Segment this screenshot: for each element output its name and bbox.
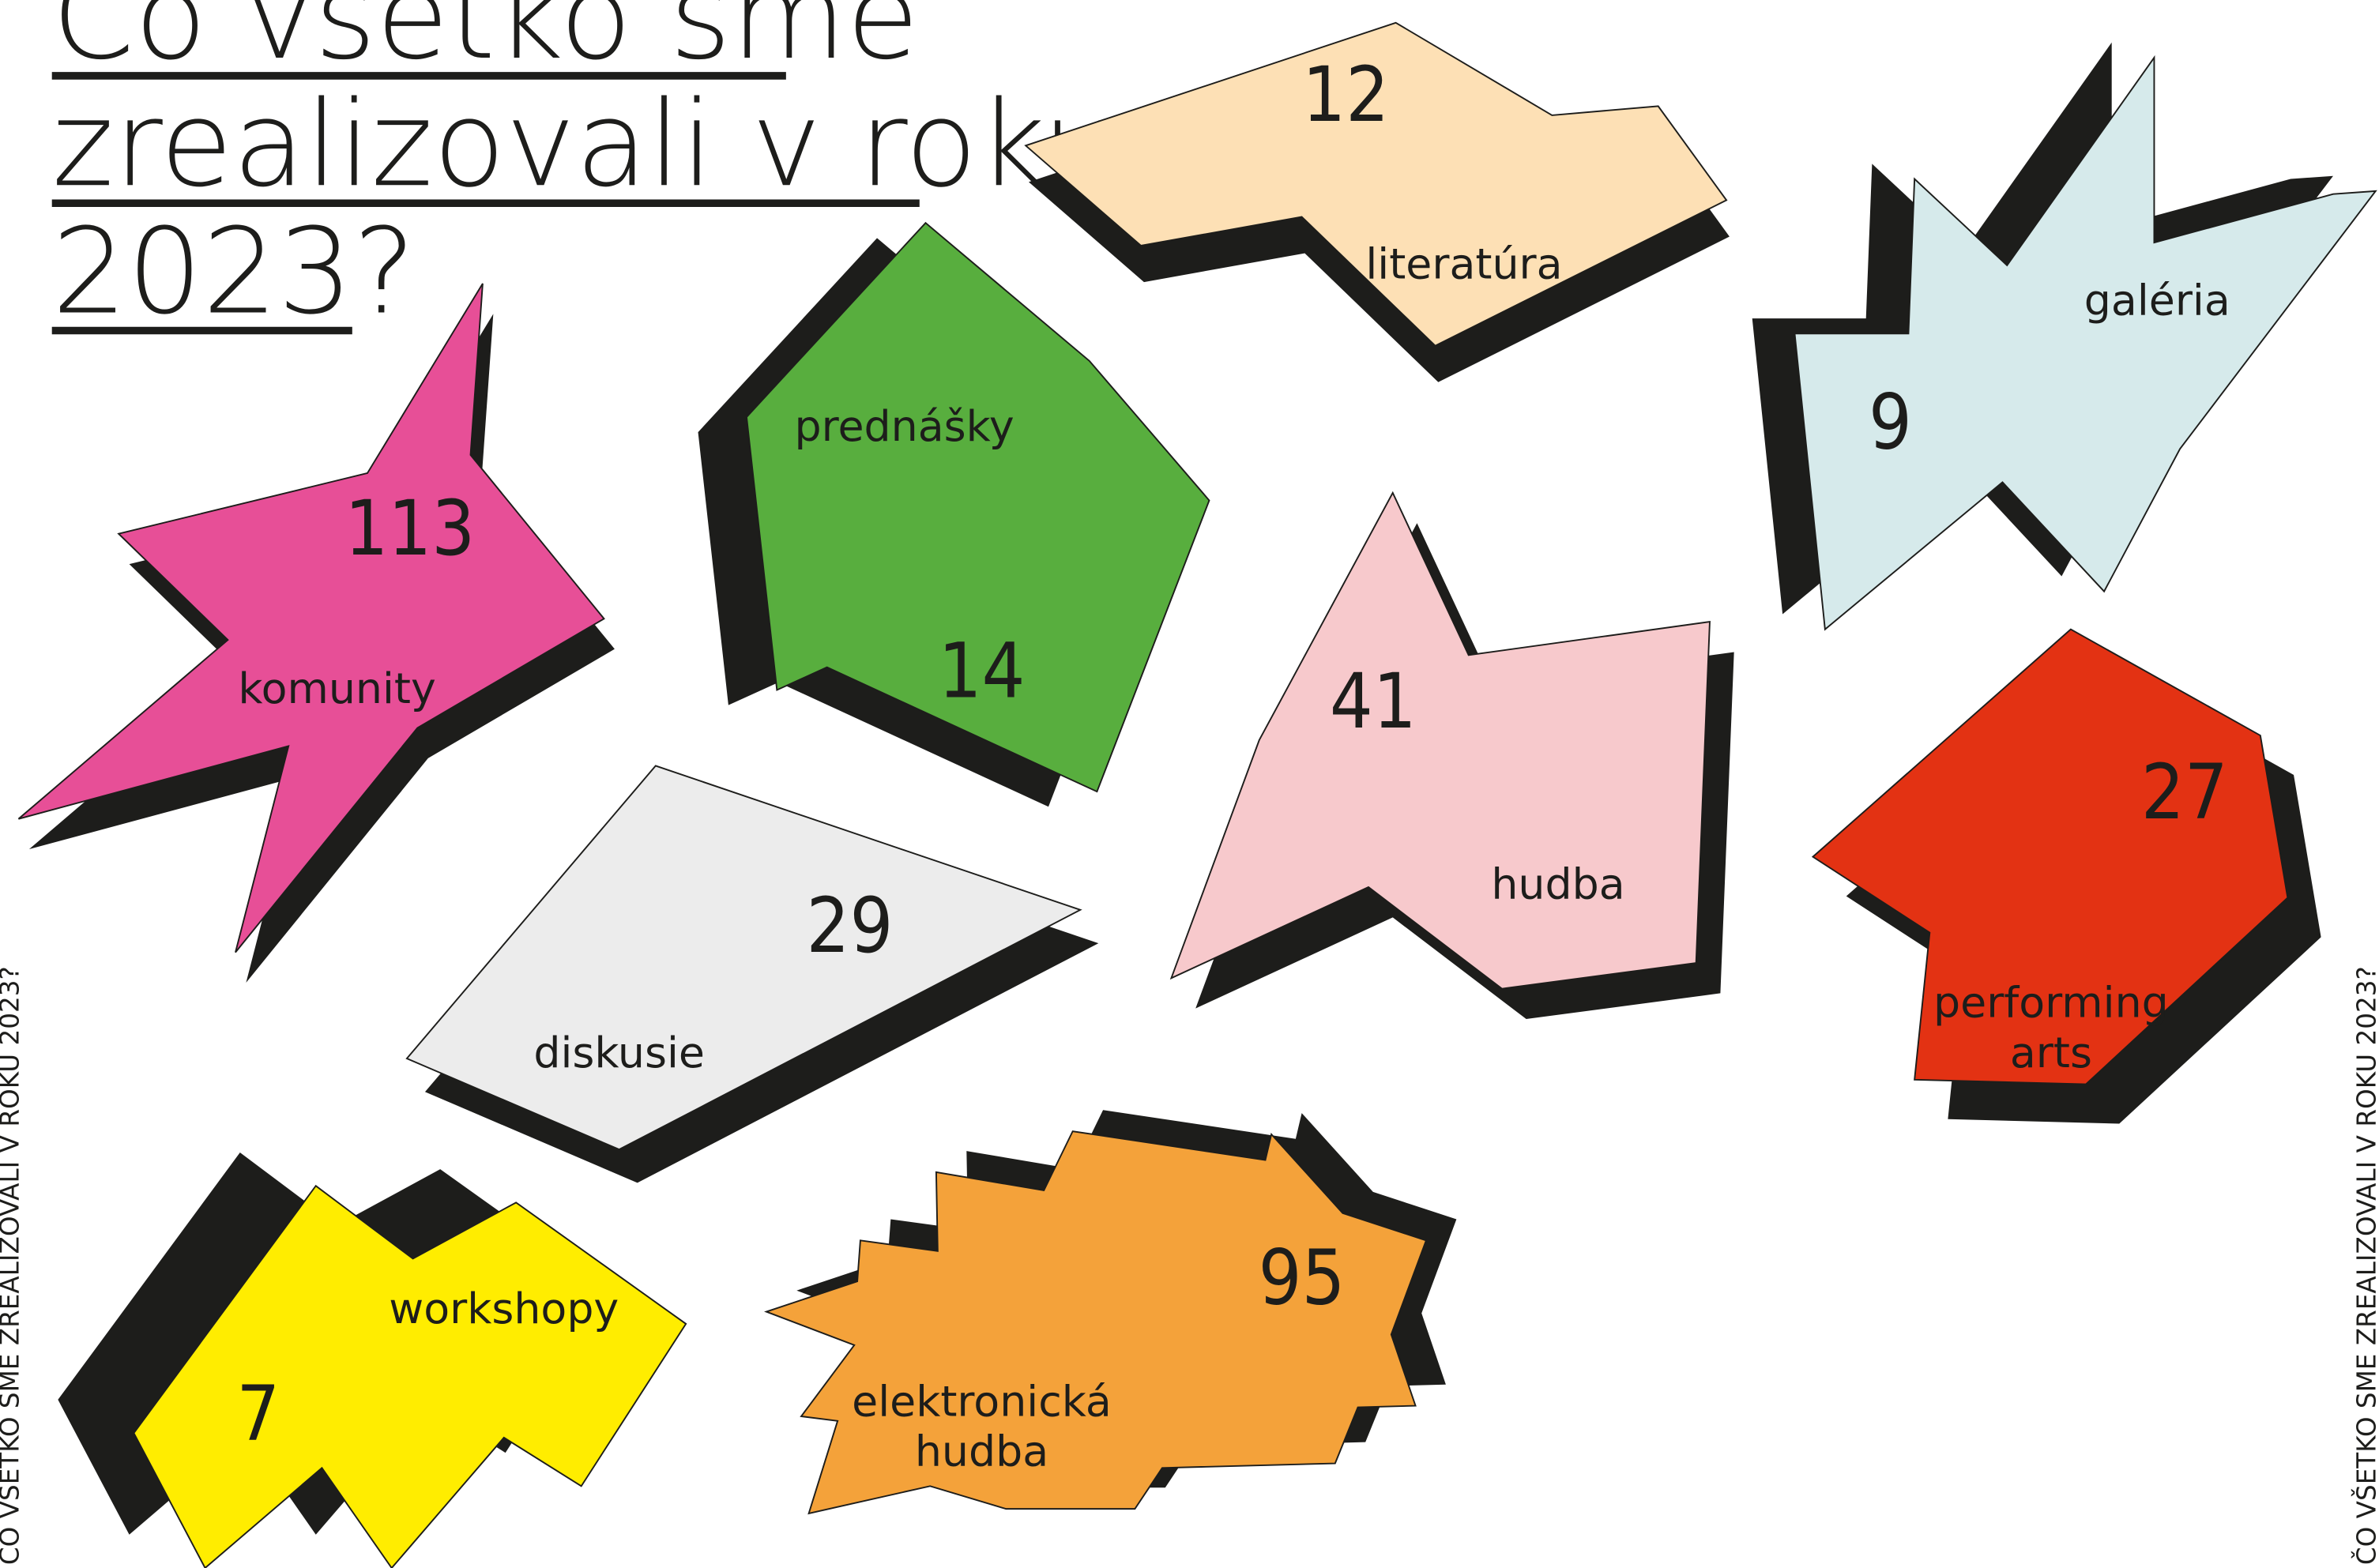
shape-card: 12 literatúra — [1024, 21, 1730, 382]
side-text: ČO VŠETKO SME ZREALIZOVALI V ROKU 2023? — [2351, 966, 2379, 1565]
category-label: galéria — [2084, 276, 2230, 325]
category-label: diskusie — [533, 1028, 705, 1077]
shape — [1794, 55, 2377, 631]
title-line: Čo všetko sme — [52, 0, 920, 86]
count: 14 — [939, 627, 1026, 716]
shape — [1811, 628, 2289, 1085]
shape — [405, 765, 1082, 1151]
shape — [1024, 21, 1728, 347]
category-label: arts — [2010, 1028, 2092, 1077]
count: 7 — [236, 1370, 280, 1458]
count: 41 — [1330, 657, 1417, 746]
title-line: zrealizovali v roku — [52, 76, 1117, 213]
count: 12 — [1302, 51, 1389, 139]
shape-card: 9 galéria — [1752, 42, 2377, 631]
shape — [17, 283, 605, 953]
count: 95 — [1259, 1233, 1346, 1322]
category-label: hudba — [1491, 859, 1624, 909]
category-label: literatúra — [1365, 239, 1562, 289]
category-label: komunity — [238, 664, 435, 713]
category-label: elektronická — [852, 1376, 1112, 1426]
count: 27 — [2141, 748, 2228, 837]
count: 9 — [1869, 378, 1912, 467]
category-label: performing — [1933, 977, 2169, 1027]
shape-card: 29 diskusie — [405, 765, 1099, 1183]
shape — [764, 1130, 1428, 1515]
category-label: hudba — [915, 1427, 1048, 1476]
category-label: prednášky — [794, 401, 1014, 451]
side-text: ČO VŠETKO SME ZREALIZOVALI V ROKU 2023? — [0, 966, 24, 1565]
shape-card: 113 komunity — [17, 283, 615, 983]
shape-card: 41 hudba — [1169, 491, 1734, 1020]
count: 29 — [807, 882, 894, 970]
shape — [1169, 491, 1711, 990]
shape-card: 14 prednášky — [698, 221, 1210, 807]
category-label: workshopy — [389, 1284, 619, 1333]
shape-card: 7 workshopy — [58, 1152, 687, 1568]
title-line: 2023? — [52, 203, 416, 340]
shape — [745, 221, 1210, 793]
shape — [133, 1184, 687, 1568]
count: 113 — [344, 484, 475, 573]
